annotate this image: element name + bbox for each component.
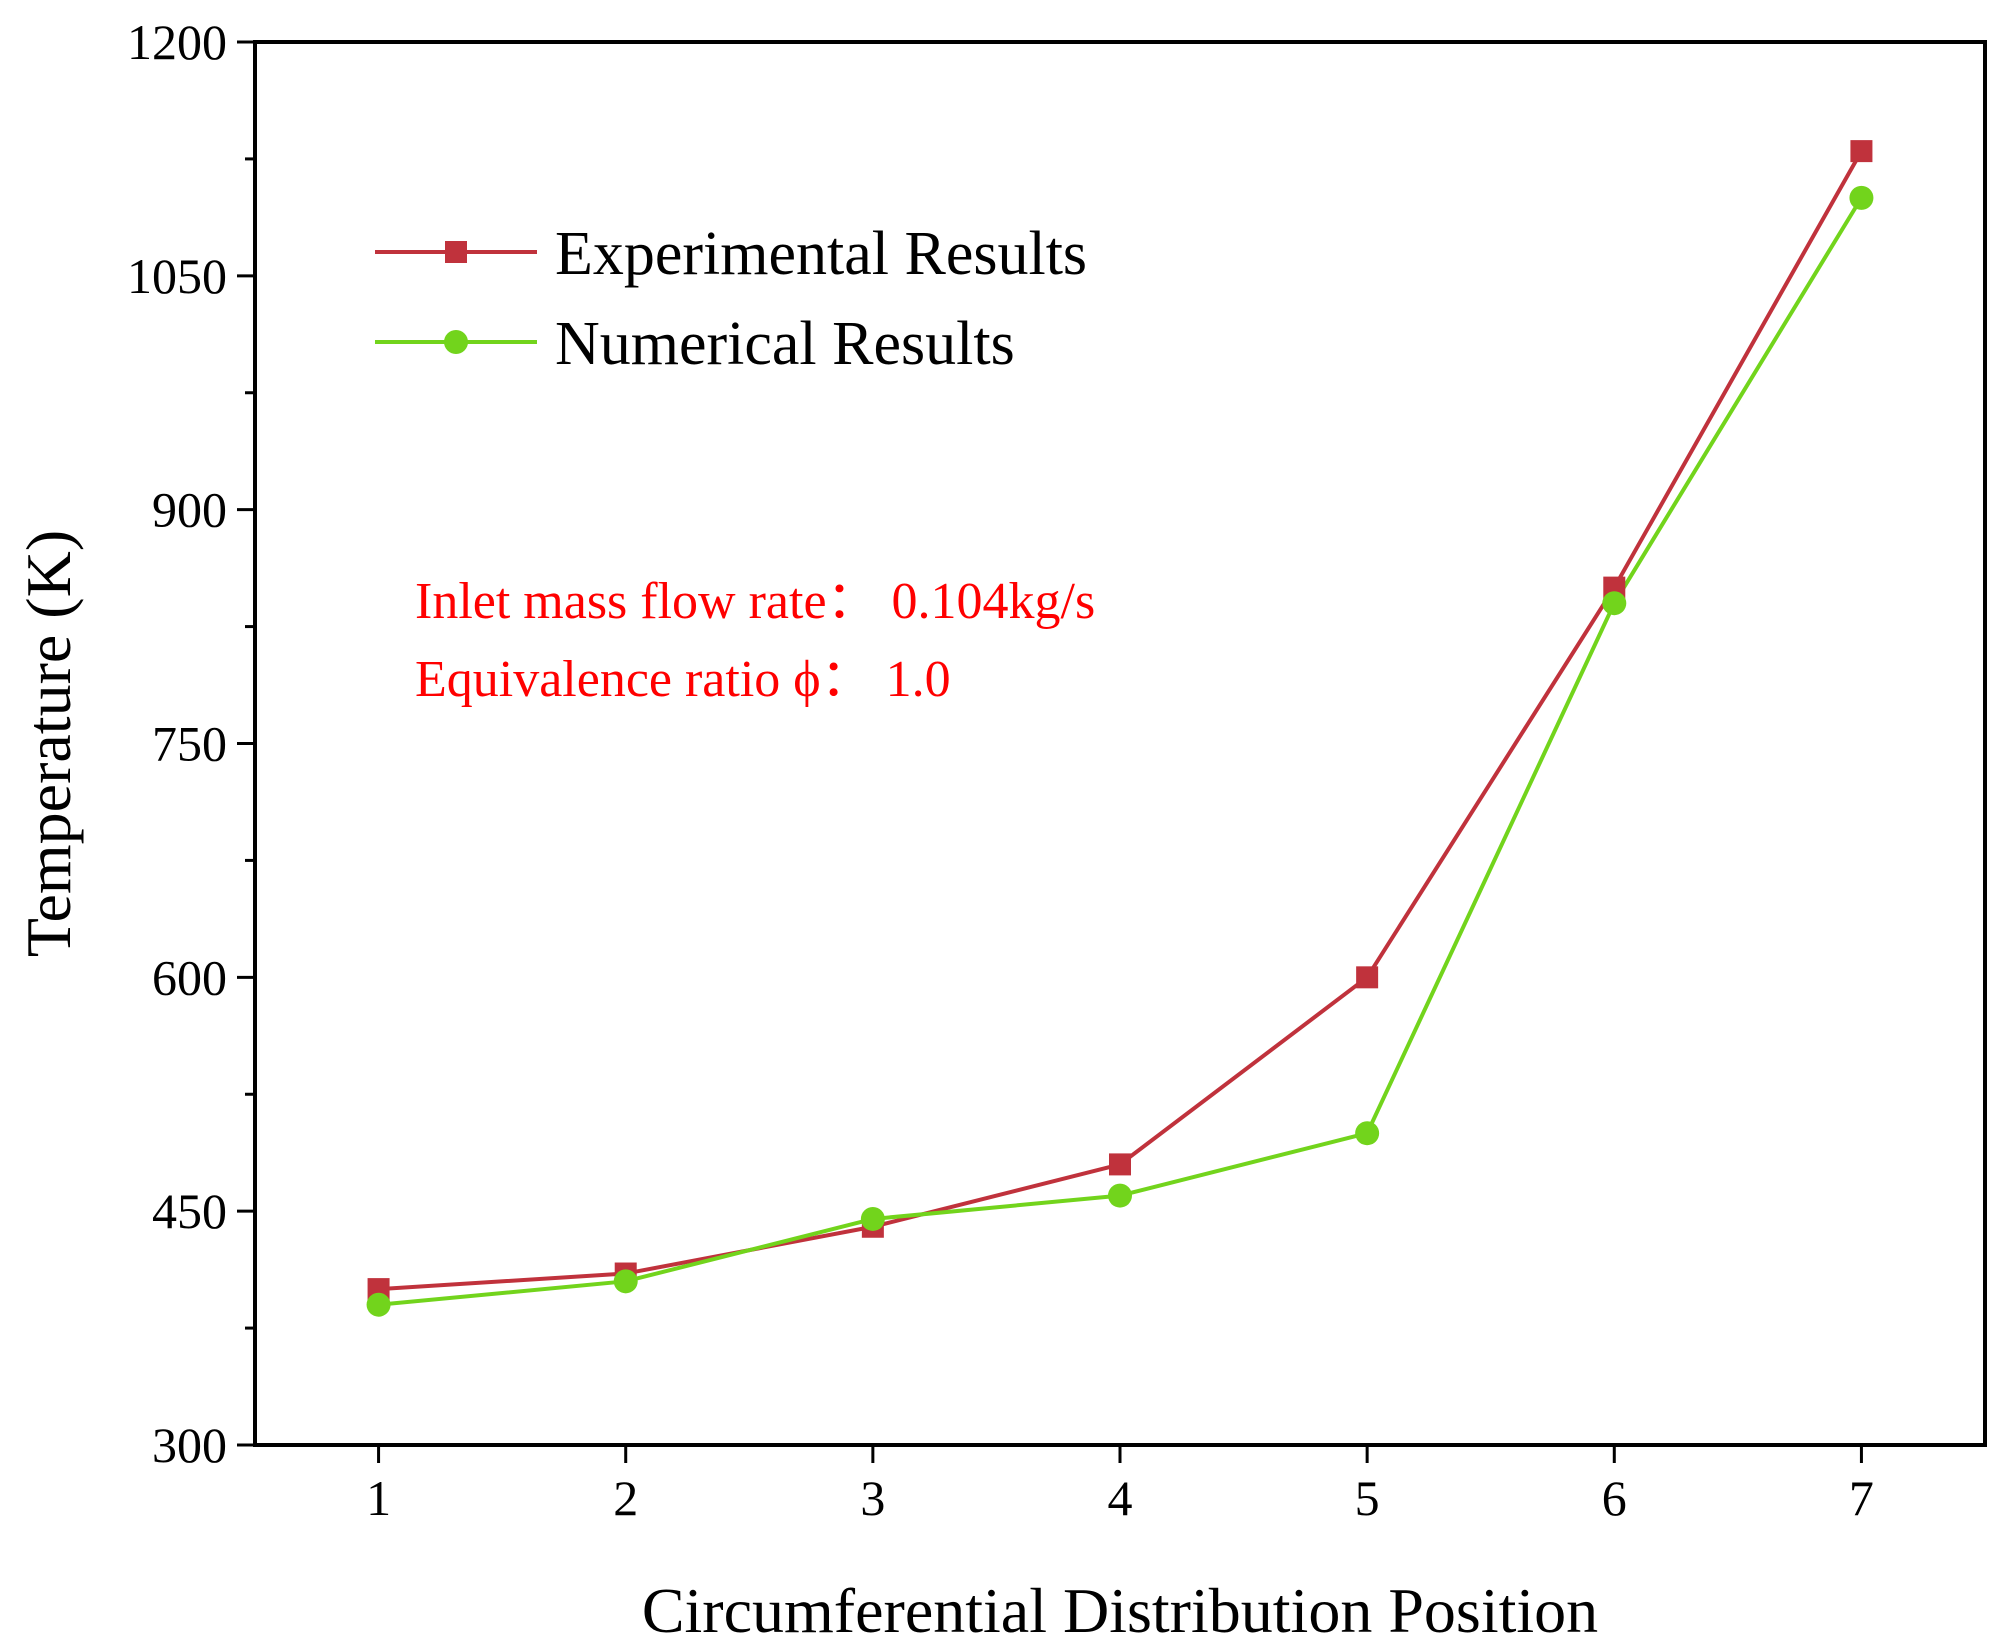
x-tick-label: 1	[366, 1470, 391, 1526]
data-point-series1	[1356, 966, 1379, 989]
data-point-series2	[366, 1292, 391, 1317]
x-tick-label: 7	[1849, 1470, 1874, 1526]
y-tick-label: 600	[152, 949, 227, 1005]
legend-label-2: Numerical Results	[555, 310, 1015, 378]
y-tick-label: 750	[152, 716, 227, 772]
x-tick-label: 5	[1355, 1470, 1380, 1526]
data-point-series2	[1108, 1183, 1132, 1208]
y-axis-label: Temperature (K)	[13, 530, 84, 957]
x-tick-label: 2	[613, 1470, 638, 1526]
annotation-text-2: Equivalence ratio ϕ： 1.0	[415, 651, 951, 708]
data-point-series2	[613, 1269, 638, 1294]
y-tick-label: 300	[152, 1417, 227, 1473]
legend-label-1: Experimental Results	[555, 220, 1087, 288]
x-tick-label: 6	[1602, 1470, 1627, 1526]
data-point-series1	[1109, 1153, 1131, 1176]
data-point-series2	[1602, 591, 1627, 616]
x-tick-label: 4	[1108, 1470, 1133, 1526]
legend-marker-2	[444, 330, 468, 354]
series-markers	[366, 140, 1874, 1317]
annotations: Inlet mass flow rate： 0.104kg/s Equivalen…	[415, 573, 1095, 708]
legend: Experimental Results Numerical Results	[375, 220, 1087, 378]
axis-ticks: 1 2 3 4 5 6 7 300 450 600 750 900 1050 1200	[127, 14, 1874, 1526]
annotation-text-1: Inlet mass flow rate： 0.104kg/s	[415, 573, 1095, 630]
data-point-series2	[1849, 185, 1874, 210]
data-point-series2	[1355, 1121, 1380, 1146]
y-tick-label: 1050	[127, 248, 227, 304]
plot-frame	[253, 40, 1987, 1447]
y-tick-label: 450	[152, 1183, 227, 1239]
y-tick-label: 900	[152, 482, 227, 538]
data-point-series1	[1850, 140, 1873, 163]
legend-marker-1	[445, 241, 467, 263]
data-point-series2	[860, 1206, 885, 1231]
x-tick-label: 3	[860, 1470, 885, 1526]
y-tick-label: 1200	[127, 14, 227, 70]
x-axis-label: Circumferential Distribution Position	[642, 1575, 1598, 1646]
